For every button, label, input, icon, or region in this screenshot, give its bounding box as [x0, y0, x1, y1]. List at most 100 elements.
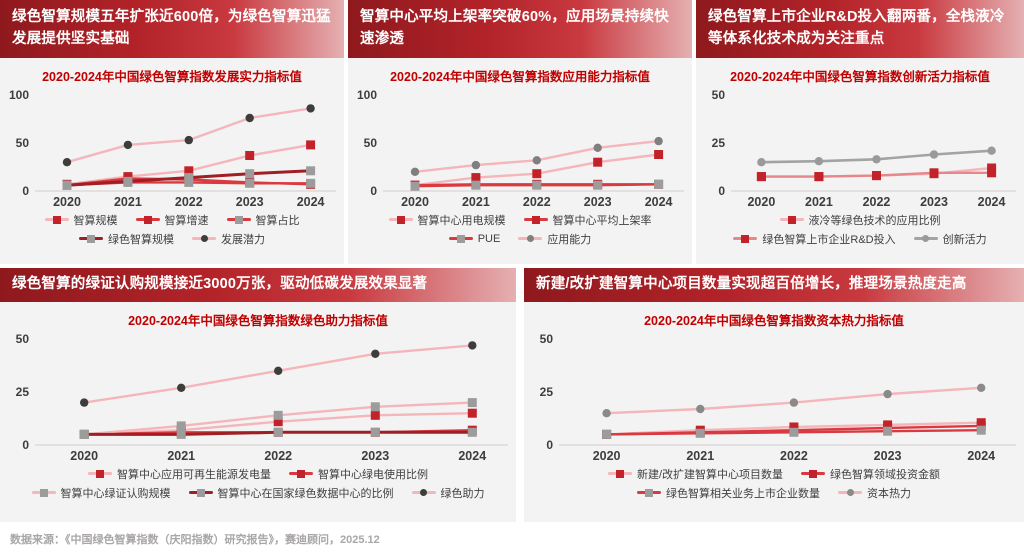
- legend-label: 智算中心绿证认购规模: [60, 487, 171, 500]
- svg-text:50: 50: [16, 332, 30, 346]
- chart-legend: 智算中心应用可再生能源发电量 智算中心绿电使用比例 智算中心绿证认购规模 智算中心在国…: [0, 463, 516, 505]
- line-chart-application-capability: 0 50 100 2020 2021 2022 2023 2024: [348, 87, 692, 209]
- legend-item: 绿色智算上市企业R&D投入: [733, 231, 896, 247]
- svg-text:0: 0: [370, 184, 377, 198]
- panel-headline: 绿色智算的绿证认购规模接近3000万张，驱动低碳发展效果显著: [0, 268, 516, 302]
- legend-item: 智算规模: [44, 212, 118, 228]
- svg-text:2024: 2024: [297, 195, 325, 209]
- legend-item: 新建/改扩建智算中心项目数量: [607, 466, 784, 482]
- square-marker-icon: [289, 468, 313, 479]
- legend-item: 绿色智算相关业务上市企业数量: [637, 485, 820, 501]
- square-marker-icon: [388, 214, 413, 225]
- square-marker-icon: [733, 233, 758, 244]
- square-marker-icon: [79, 233, 103, 244]
- svg-text:0: 0: [22, 438, 29, 452]
- svg-text:2020: 2020: [53, 195, 81, 209]
- chart-title: 2020-2024年中国绿色智算指数绿色助力指标值: [128, 313, 388, 328]
- square-marker-icon: [607, 468, 632, 479]
- panel-capital-heat: 新建/改扩建智算中心项目数量实现超百倍增长，推理场景热度走高 2020-2024…: [524, 268, 1024, 522]
- svg-text:2021: 2021: [686, 449, 714, 463]
- svg-text:2021: 2021: [114, 195, 142, 209]
- svg-text:25: 25: [16, 385, 30, 399]
- square-marker-icon: [188, 487, 213, 498]
- data-source-note: 数据来源：《中国绿色智算指数（庆阳指数）研究报告》，赛迪顾问，2025.12: [10, 534, 380, 546]
- legend-label: PUE: [477, 232, 501, 245]
- legend-item: 液冷等绿色技术的应用比例: [779, 212, 941, 228]
- legend-label: 资本热力: [867, 487, 911, 500]
- svg-text:2024: 2024: [967, 449, 995, 463]
- svg-text:2024: 2024: [978, 195, 1006, 209]
- circle-marker-icon: [192, 233, 216, 244]
- line-chart-capital-heat: 0 25 50 2020 2021 2022 2023 2024: [524, 331, 1024, 463]
- circle-marker-icon: [411, 487, 436, 498]
- panel-headline: 新建/改扩建智算中心项目数量实现超百倍增长，推理场景热度走高: [524, 268, 1024, 302]
- legend-label: 智算中心用电规模: [417, 214, 506, 227]
- legend-label: 智算增速: [164, 214, 209, 227]
- legend-label: 智算中心在国家绿色数据中心的比例: [217, 487, 394, 500]
- svg-text:2024: 2024: [645, 195, 673, 209]
- square-marker-icon: [523, 214, 548, 225]
- svg-text:50: 50: [540, 332, 554, 346]
- legend-label: 新建/改扩建智算中心项目数量: [636, 468, 784, 481]
- legend-label: 绿色智算领域投资金额: [830, 468, 941, 481]
- svg-text:2022: 2022: [264, 449, 292, 463]
- svg-text:2023: 2023: [874, 449, 902, 463]
- legend-item: 绿色智算领域投资金额: [801, 466, 940, 482]
- svg-text:2020: 2020: [70, 449, 98, 463]
- svg-text:0: 0: [22, 184, 29, 198]
- line-chart-innovation-vitality: 0 25 50 2020 2021 2022 2023 2024: [696, 87, 1024, 209]
- panel-headline: 智算中心平均上架率突破60%，应用场景持续快速渗透: [348, 0, 692, 58]
- legend-item: 发展潜力: [192, 231, 265, 247]
- svg-text:2022: 2022: [780, 449, 808, 463]
- svg-text:2021: 2021: [805, 195, 833, 209]
- top-row: 绿色智算规模五年扩张近600倍，为绿色智算迅猛发展提供坚实基础 2020-202…: [0, 0, 1024, 264]
- svg-text:2020: 2020: [593, 449, 621, 463]
- legend-item: 智算中心绿电使用比例: [289, 466, 428, 482]
- svg-text:2020: 2020: [747, 195, 775, 209]
- legend-item: 绿色智算规模: [79, 231, 174, 247]
- line-chart-green-assistance: 0 25 50 2020 2021 2022 2023 2024: [0, 331, 516, 463]
- legend-label: 智算占比: [255, 214, 300, 227]
- square-marker-icon: [135, 214, 160, 225]
- legend-item: 智算增速: [135, 212, 209, 228]
- square-marker-icon: [44, 214, 69, 225]
- chart-title: 2020-2024年中国绿色智算指数创新活力指标值: [730, 69, 990, 84]
- svg-text:2021: 2021: [167, 449, 195, 463]
- square-marker-icon: [88, 468, 112, 479]
- chart-legend: 智算中心用电规模 智算中心平均上架率 PUE 应用能力: [348, 209, 692, 251]
- chart-legend: 智算规模 智算增速 智算占比绿色智算规模 发展潜力: [0, 209, 344, 251]
- square-marker-icon: [226, 214, 251, 225]
- legend-item: 创新活力: [913, 231, 987, 247]
- legend-item: 智算占比: [226, 212, 300, 228]
- svg-text:100: 100: [357, 88, 377, 102]
- svg-text:0: 0: [546, 438, 553, 452]
- legend-label: 智算中心平均上架率: [552, 214, 652, 227]
- svg-text:2023: 2023: [584, 195, 612, 209]
- square-marker-icon: [31, 487, 56, 498]
- chart-legend: 新建/改扩建智算中心项目数量 绿色智算领域投资金额 绿色智算相关业务上市企业数量 资本…: [524, 463, 1024, 505]
- legend-item: 智算中心绿证认购规模: [31, 485, 171, 501]
- svg-text:50: 50: [364, 136, 378, 150]
- panel-innovation-vitality: 绿色智算上市企业R&D投入翻两番，全栈液冷等体系化技术成为关注重点 2020-2…: [696, 0, 1024, 264]
- chart-legend: 液冷等绿色技术的应用比例绿色智算上市企业R&D投入 创新活力: [696, 209, 1024, 251]
- legend-label: 应用能力: [547, 233, 592, 246]
- legend-item: 应用能力: [518, 231, 591, 247]
- svg-text:0: 0: [718, 184, 725, 198]
- panel-development-strength: 绿色智算规模五年扩张近600倍，为绿色智算迅猛发展提供坚实基础 2020-202…: [0, 0, 344, 264]
- panel-headline: 绿色智算上市企业R&D投入翻两番，全栈液冷等体系化技术成为关注重点: [696, 0, 1024, 58]
- svg-text:50: 50: [16, 136, 30, 150]
- panel-headline: 绿色智算规模五年扩张近600倍，为绿色智算迅猛发展提供坚实基础: [0, 0, 344, 58]
- legend-item: 智算中心用电规模: [388, 212, 506, 228]
- legend-item: 智算中心在国家绿色数据中心的比例: [188, 485, 394, 501]
- svg-text:2022: 2022: [863, 195, 891, 209]
- svg-text:2023: 2023: [236, 195, 264, 209]
- legend-label: 智算规模: [73, 214, 118, 227]
- legend-item: 智算中心平均上架率: [523, 212, 652, 228]
- svg-text:50: 50: [712, 88, 726, 102]
- svg-text:2022: 2022: [523, 195, 551, 209]
- legend-label: 智算中心绿电使用比例: [318, 468, 428, 481]
- legend-label: 创新活力: [942, 233, 987, 246]
- square-marker-icon: [779, 214, 804, 225]
- legend-label: 绿色智算相关业务上市企业数量: [666, 487, 820, 500]
